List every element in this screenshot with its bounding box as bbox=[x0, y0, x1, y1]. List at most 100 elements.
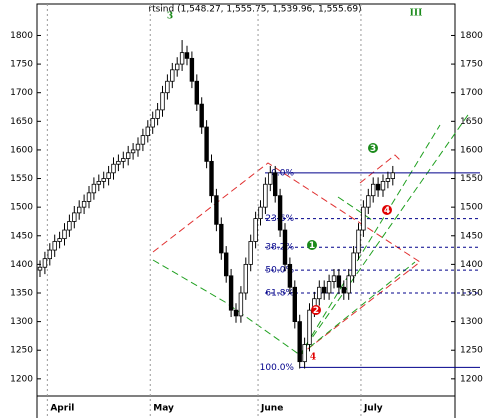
candle-body bbox=[67, 221, 72, 231]
y-tick-label: 1650 bbox=[460, 117, 483, 127]
candle-body bbox=[165, 80, 170, 94]
candle-body bbox=[302, 344, 307, 363]
trend-lines bbox=[152, 111, 471, 356]
wave-label: 1 bbox=[309, 241, 315, 251]
candle-body bbox=[77, 206, 82, 214]
y-tick-label: 1650 bbox=[10, 117, 33, 127]
y-tick-label: 1500 bbox=[460, 203, 483, 213]
y-tick-label: 1800 bbox=[460, 31, 483, 41]
candle-body bbox=[214, 195, 219, 225]
x-tick-label: July bbox=[363, 404, 383, 414]
y-tick-label: 1700 bbox=[460, 88, 483, 98]
candle-body bbox=[160, 92, 165, 111]
candle-body bbox=[57, 238, 62, 242]
y-tick-label: 1400 bbox=[460, 260, 483, 270]
candle-body bbox=[238, 292, 244, 317]
candle-body bbox=[116, 160, 121, 165]
x-tick-label: April bbox=[50, 404, 74, 414]
candle-body bbox=[351, 252, 356, 277]
candle-body bbox=[126, 152, 131, 159]
candle-body bbox=[42, 258, 48, 268]
candle-body bbox=[184, 52, 190, 59]
y-tick-label: 1250 bbox=[10, 346, 33, 356]
candle-body bbox=[179, 52, 185, 65]
candle-body bbox=[101, 178, 106, 182]
candle-body bbox=[86, 192, 92, 202]
candle-body bbox=[96, 181, 101, 185]
candle-body bbox=[370, 183, 376, 197]
candle-body bbox=[223, 252, 229, 277]
candle-body bbox=[204, 126, 209, 162]
y-tick-label: 1600 bbox=[10, 145, 33, 155]
y-tick-label: 1750 bbox=[460, 60, 483, 70]
candle-body bbox=[121, 158, 126, 162]
candle-body bbox=[317, 286, 322, 300]
candle-body bbox=[366, 195, 371, 208]
candle-body bbox=[130, 149, 136, 154]
x-tick-label: June bbox=[260, 404, 283, 414]
candle-body bbox=[135, 143, 141, 151]
candle-body bbox=[321, 286, 327, 294]
candle-body bbox=[356, 229, 361, 254]
wave-label: 4 bbox=[384, 206, 390, 216]
candle-body bbox=[155, 109, 160, 119]
candle-body bbox=[390, 172, 395, 179]
candle-body bbox=[228, 275, 234, 311]
candle-body bbox=[248, 241, 253, 265]
wave-marker bbox=[368, 143, 378, 153]
candle-body bbox=[346, 275, 351, 294]
candle-body bbox=[62, 229, 67, 240]
y-tick-label: 1500 bbox=[10, 203, 33, 213]
candle-body bbox=[219, 223, 224, 254]
y-tick-label: 1300 bbox=[10, 317, 33, 327]
wave-label: 4 bbox=[310, 353, 316, 363]
candle-body bbox=[170, 69, 175, 82]
y-tick-label: 1800 bbox=[10, 31, 33, 41]
candle-body bbox=[282, 229, 288, 265]
candle-body bbox=[199, 103, 204, 128]
wave-label: III bbox=[410, 9, 423, 19]
candle-body bbox=[47, 249, 52, 260]
fib-label: 61.8% bbox=[265, 288, 294, 298]
y-tick-label: 1250 bbox=[460, 346, 483, 356]
fib-label: 100.0% bbox=[260, 363, 295, 373]
x-tick-label: May bbox=[153, 404, 174, 414]
y-tick-label: 1300 bbox=[460, 317, 483, 327]
fib-label: 50.0% bbox=[265, 266, 294, 276]
y-tick-label: 1550 bbox=[10, 174, 33, 184]
candle-body bbox=[72, 212, 77, 222]
y-tick-label: 1550 bbox=[460, 174, 483, 184]
wave-label: 3 bbox=[167, 12, 173, 22]
candle-body bbox=[52, 241, 57, 251]
candle-body bbox=[268, 172, 273, 185]
candle-body bbox=[243, 263, 248, 294]
candle-body bbox=[277, 195, 283, 231]
candle-body bbox=[326, 281, 332, 294]
candle-body bbox=[336, 275, 342, 288]
candle-body bbox=[292, 286, 297, 323]
candle-body bbox=[111, 163, 116, 174]
y-tick-label: 1350 bbox=[10, 288, 33, 298]
wave-label: 3 bbox=[370, 144, 376, 154]
candle-body bbox=[361, 206, 366, 231]
y-tick-label: 1450 bbox=[10, 231, 33, 241]
y-tick-label: 1400 bbox=[10, 260, 33, 270]
y-tick-label: 1200 bbox=[10, 374, 33, 384]
fib-label: 0.0% bbox=[271, 168, 294, 178]
candle-body bbox=[140, 135, 146, 145]
candle-body bbox=[385, 178, 391, 182]
candle-body bbox=[380, 181, 386, 191]
candle-body bbox=[189, 57, 195, 82]
candle-body bbox=[307, 309, 312, 345]
candle-body bbox=[106, 172, 111, 179]
y-tick-label: 1450 bbox=[460, 231, 483, 241]
wave-marker bbox=[307, 240, 317, 250]
y-tick-label: 1700 bbox=[10, 88, 33, 98]
candle-body bbox=[37, 266, 43, 271]
candle-body bbox=[150, 118, 155, 128]
wave-marker bbox=[382, 205, 392, 215]
plot-frame bbox=[36, 3, 456, 397]
candle-body bbox=[253, 218, 258, 242]
y-tick-label: 1200 bbox=[460, 374, 483, 384]
wave-marker bbox=[311, 305, 321, 315]
